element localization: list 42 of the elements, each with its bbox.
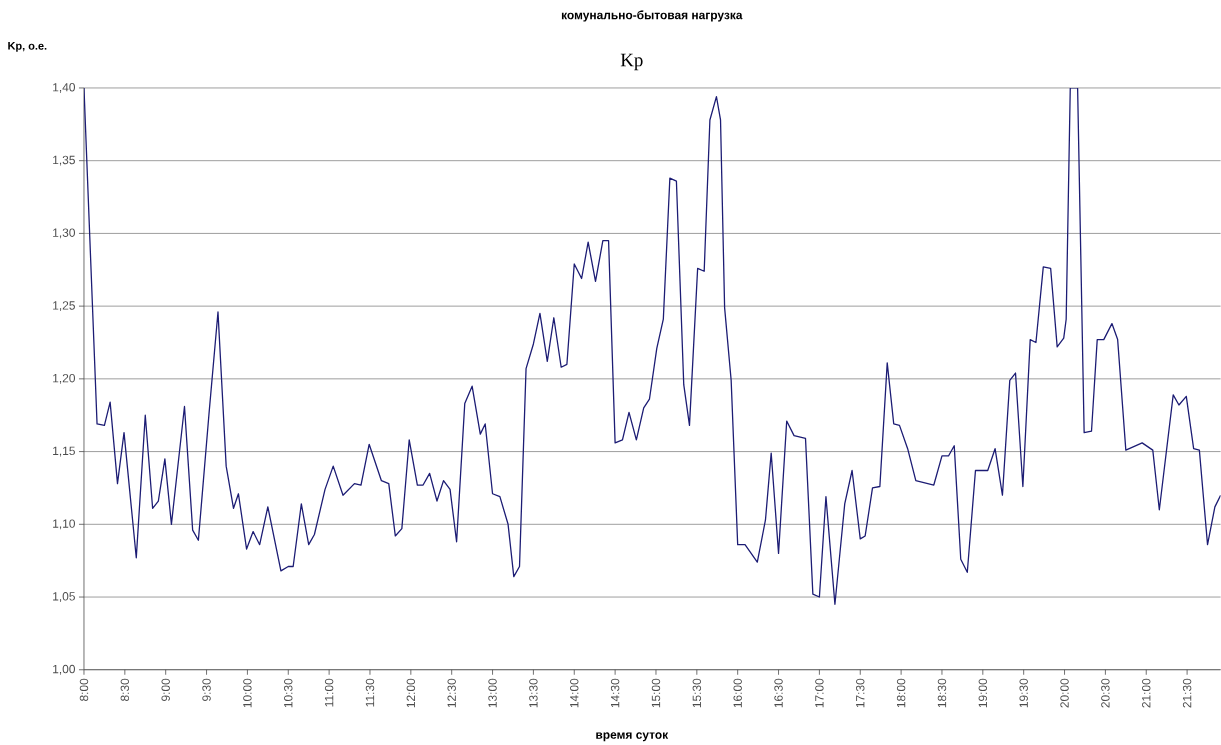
x-tick-label: 14:00 xyxy=(570,678,579,708)
x-tick-label: 14:30 xyxy=(610,678,620,708)
x-tick-label: 20:00 xyxy=(1060,678,1069,708)
x-tick-label: 20:30 xyxy=(1101,678,1110,708)
y-tick-label: 1,10 xyxy=(53,519,75,530)
chart-subtitle: Kp xyxy=(620,53,643,71)
x-tick-label: 17:00 xyxy=(815,678,824,708)
chart-title: комунально-бытовая нагрузка xyxy=(561,10,743,22)
x-tick-label: 16:00 xyxy=(733,678,742,708)
x-tick-label: 11:30 xyxy=(365,678,375,707)
y-tick-label: 1,15 xyxy=(53,446,75,457)
x-tick-label: 21:00 xyxy=(1142,678,1151,708)
x-tick-label: 10:00 xyxy=(243,678,252,708)
x-tick-label: 16:30 xyxy=(774,678,783,708)
x-tick-label: 18:30 xyxy=(937,678,947,708)
x-tick-label: 9:30 xyxy=(202,678,211,702)
y-tick-label: 1,05 xyxy=(53,592,75,603)
x-tick-label: 15:00 xyxy=(651,678,661,708)
x-tick-label: 11:00 xyxy=(324,678,334,707)
y-tick-label: 1,40 xyxy=(53,83,75,94)
x-tick-label: 15:30 xyxy=(692,678,702,708)
x-tick-label: 17:30 xyxy=(856,678,865,708)
y-tick-label: 1,30 xyxy=(53,228,75,239)
x-tick-label: 19:00 xyxy=(978,678,988,708)
y-tick-label: 1,20 xyxy=(53,374,75,384)
x-tick-label: 13:00 xyxy=(488,678,497,708)
x-tick-label: 19:30 xyxy=(1019,678,1028,708)
x-tick-label: 12:30 xyxy=(447,678,456,708)
y-axis-title: Kp, о.е. xyxy=(8,42,47,52)
x-tick-label: 13:30 xyxy=(529,678,538,708)
x-tick-label: 21:30 xyxy=(1182,678,1192,708)
y-tick-label: 1,25 xyxy=(53,301,75,312)
x-tick-label: 18:00 xyxy=(896,678,906,708)
x-tick-label: 8:30 xyxy=(120,678,130,702)
x-tick-label: 12:00 xyxy=(406,678,416,708)
x-tick-label: 10:30 xyxy=(284,678,293,708)
x-tick-label: 8:00 xyxy=(79,678,89,702)
line-series xyxy=(83,88,1221,606)
y-tick-label: 1,00 xyxy=(53,664,75,675)
x-tick-label: 9:00 xyxy=(161,678,170,702)
y-tick-label: 1,35 xyxy=(53,155,75,166)
x-axis-title: время суток xyxy=(596,732,669,742)
